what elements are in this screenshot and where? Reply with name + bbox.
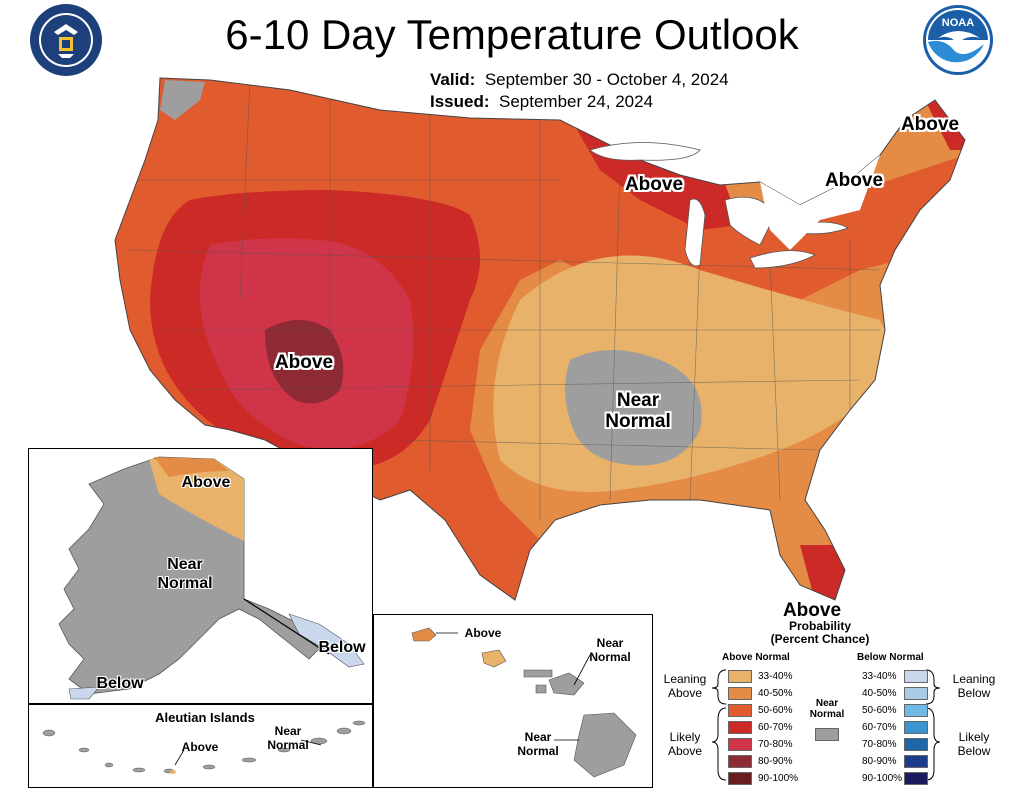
label-above-great-lakes: Above <box>624 174 684 195</box>
lake-erie <box>749 250 816 269</box>
nw-washington-near-normal <box>160 80 205 120</box>
aleutians-label-above: Above <box>181 740 219 754</box>
legend-below-bin-label-0: 33-40% <box>862 671 897 682</box>
legend-leaning-above: Leaning Above <box>663 672 707 700</box>
alaska-above-33-40 <box>149 459 244 541</box>
legend-above-header: Above Normal <box>722 652 790 663</box>
label-above-southwest: Above <box>274 352 334 373</box>
issued-label: Issued: <box>430 92 490 111</box>
legend-below-swatch-4 <box>904 738 928 751</box>
valid-value: September 30 - October 4, 2024 <box>484 70 729 89</box>
legend-above-bin-label-2: 50-60% <box>758 705 793 716</box>
label-above-northeast: Above <box>824 170 884 191</box>
alaska-sw-below <box>68 686 100 700</box>
alaska-near-normal <box>58 456 320 695</box>
alaska-border-line <box>243 598 330 655</box>
dept-of-commerce-seal-icon <box>30 4 102 76</box>
alaska-label-above: Above <box>181 474 231 491</box>
lake-michigan <box>684 198 706 267</box>
maui <box>548 672 585 696</box>
conus-outline <box>114 77 966 601</box>
alaska-map <box>58 456 365 700</box>
legend-likely-below: Likely Below <box>957 730 991 758</box>
alaska-label-below-sw: Below <box>96 675 144 692</box>
lake-huron <box>724 196 776 246</box>
legend-above-swatch-1 <box>728 687 752 700</box>
legend-near-header: Near Normal <box>809 698 845 720</box>
legend-above-bin-label-3: 60-70% <box>758 722 793 733</box>
alaska-label-below-panhandle: Below <box>318 639 366 656</box>
label-near-normal-central: Near Normal <box>605 390 671 432</box>
lake-superior <box>589 142 701 161</box>
molokai <box>523 669 553 678</box>
legend-above-swatch-5 <box>728 755 752 768</box>
legend-below-swatch-0 <box>904 670 928 683</box>
legend-below-swatch-2 <box>904 704 928 717</box>
legend-near-normal-swatch <box>815 728 839 741</box>
legend-above-bin-label-5: 80-90% <box>758 756 793 767</box>
aleutians-map <box>42 720 366 774</box>
legend-below-header: Below Normal <box>857 652 924 663</box>
zone-80-90 <box>265 320 344 404</box>
legend-below-swatch-6 <box>904 772 928 785</box>
big-island <box>573 712 637 778</box>
valid-label: Valid: <box>430 70 476 89</box>
legend-below-bin-label-1: 40-50% <box>862 688 897 699</box>
label-above-maine: Above <box>900 114 960 135</box>
legend-below-bin-label-3: 60-70% <box>862 722 897 733</box>
zone-near-normal <box>565 350 702 466</box>
legend-above-bin-label-1: 40-50% <box>758 688 793 699</box>
legend-below-bin-label-4: 70-80% <box>862 739 897 750</box>
aleutians-inset <box>28 704 373 788</box>
legend-below-bin-label-2: 50-60% <box>862 705 897 716</box>
alaska-label-near-normal: Near Normal <box>157 556 213 592</box>
legend-above-bin-label-0: 33-40% <box>758 671 793 682</box>
map-title: 6-10 Day Temperature Outlook <box>225 11 799 58</box>
legend-above-swatch-4 <box>728 738 752 751</box>
legend-below-bin-label-5: 80-90% <box>862 756 897 767</box>
issued-date: Issued: September 24, 2024 <box>430 92 653 112</box>
legend-above-swatch-2 <box>728 704 752 717</box>
valid-dates: Valid: September 30 - October 4, 2024 <box>430 70 729 90</box>
legend-above-swatch-6 <box>728 772 752 785</box>
issued-value: September 24, 2024 <box>498 92 654 111</box>
noaa-logo-icon: NOAA <box>923 5 993 75</box>
hawaii-map <box>411 627 637 778</box>
legend-below-swatch-5 <box>904 755 928 768</box>
legend-above-swatch-0 <box>728 670 752 683</box>
aleutians-label-near-normal: Near Normal <box>267 724 309 752</box>
hawaii-label-near-normal-s: Near Normal <box>517 730 559 758</box>
legend-below-swatch-1 <box>904 687 928 700</box>
alaska-panhandle-below <box>288 613 365 668</box>
svg-text:NOAA: NOAA <box>942 17 974 29</box>
alaska-above-40-50 <box>154 457 229 477</box>
lanai <box>535 684 547 694</box>
legend-below-bin-label-6: 90-100% <box>862 773 903 784</box>
legend-above-swatch-3 <box>728 721 752 734</box>
label-above-florida: Above <box>782 600 842 621</box>
legend-title: Probability (Percent Chance) <box>770 619 870 646</box>
great-lakes <box>589 142 849 269</box>
hawaii-label-above: Above <box>464 626 502 640</box>
legend-likely-above: Likely Above <box>667 730 703 758</box>
legend-above-bin-label-4: 70-80% <box>758 739 793 750</box>
legend-above-bin-label-6: 90-100% <box>758 773 799 784</box>
legend-below-swatch-3 <box>904 721 928 734</box>
hawaii-label-near-normal-ne: Near Normal <box>589 636 631 664</box>
canada-gap <box>760 155 880 250</box>
legend-leaning-below: Leaning Below <box>952 672 996 700</box>
state-boundaries <box>129 79 881 520</box>
oahu <box>481 649 507 668</box>
legend-braces <box>711 669 941 781</box>
kauai <box>411 627 437 642</box>
aleutians-title: Aleutian Islands <box>155 710 255 725</box>
